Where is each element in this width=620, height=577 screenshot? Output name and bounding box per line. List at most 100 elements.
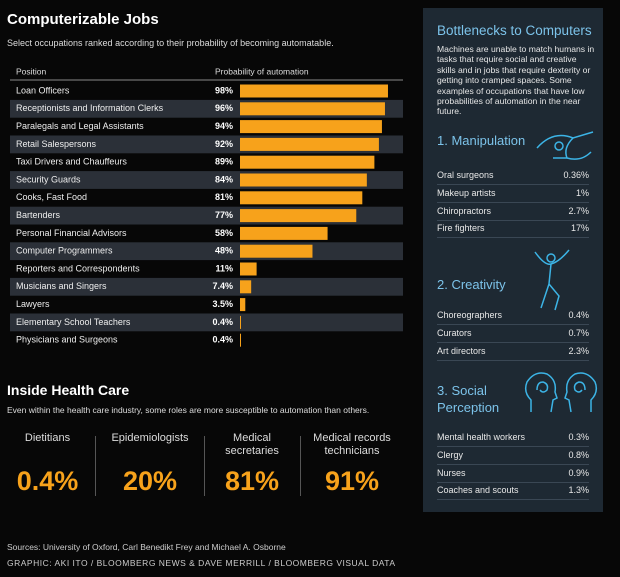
category-label: Lawyers <box>16 299 50 309</box>
category-label: Security Guards <box>16 174 81 184</box>
category-header: Position <box>16 66 47 76</box>
row-value: 2.3% <box>568 345 589 356</box>
row-value: 1.3% <box>568 485 589 496</box>
row-value: 0.3% <box>568 432 589 442</box>
credit: GRAPHIC: AKI ITO / BLOOMBERG NEWS & DAVE… <box>7 558 396 568</box>
row-label: Nurses <box>437 467 466 478</box>
category-label: Taxi Drivers and Chauffeurs <box>16 157 127 167</box>
sidebar-title: Bottlenecks to Computers <box>437 23 592 38</box>
category-label: Physicians and Surgeons <box>16 335 118 345</box>
sidebar-row: Coaches and scouts 1.3% <box>437 481 589 501</box>
stat: Medical secretaries 81% <box>206 432 298 497</box>
section-title: 3. Social Perception <box>437 383 500 415</box>
row-value: 2.7% <box>568 205 589 216</box>
health-subtitle: Even within the health care industry, so… <box>7 405 370 415</box>
dancer-icon <box>534 249 570 311</box>
sidebar-row: Clergy 0.8% <box>437 446 589 465</box>
row-label: Clergy <box>437 449 464 460</box>
section-title: 2. Creativity <box>437 277 506 292</box>
value-label: 94% <box>215 121 233 131</box>
value-label: 0.4% <box>212 317 233 327</box>
stat: Epidemiologists 20% <box>100 432 200 497</box>
value-header: Probability of automation <box>215 66 309 76</box>
stat-label: Medical records technicians <box>313 432 391 457</box>
value-label: 92% <box>215 139 233 149</box>
value-label: 89% <box>215 157 233 167</box>
bar <box>240 280 252 294</box>
bar <box>240 84 388 98</box>
value-label: 7.4% <box>212 281 233 291</box>
row-value: 0.36% <box>563 170 589 180</box>
row-label: Art directors <box>437 345 486 356</box>
sidebar-row: Art directors 2.3% <box>437 342 589 361</box>
row-value: 1% <box>575 187 589 198</box>
category-label: Receptionists and Information Clerks <box>16 103 164 113</box>
divider <box>95 436 96 496</box>
category-label: Musicians and Singers <box>16 281 107 291</box>
category-label: Reporters and Correspondents <box>16 263 140 273</box>
row-band <box>10 313 403 332</box>
bar <box>240 102 385 116</box>
value-label: 84% <box>215 174 233 184</box>
stat-label: Dietitians <box>24 432 71 444</box>
category-label: Bartenders <box>16 210 61 220</box>
category-label: Paralegals and Legal Assistants <box>16 121 144 131</box>
sidebar-row: Mental health workers 0.3% <box>437 428 589 447</box>
row-value: 0.7% <box>568 327 589 338</box>
stat-value: 81% <box>224 466 280 496</box>
sidebar-row: Nurses 0.9% <box>437 464 589 483</box>
row-label: Chiropractors <box>437 205 492 216</box>
divider <box>204 436 205 496</box>
sidebar-row: Chiropractors 2.7% <box>437 202 589 221</box>
value-label: 58% <box>215 228 233 238</box>
value-label: 98% <box>215 85 233 95</box>
bar <box>240 209 357 223</box>
sidebar-row: Choreographers 0.4% <box>437 306 589 325</box>
row-label: Curators <box>437 327 472 338</box>
bar <box>240 244 313 258</box>
bar <box>240 173 367 187</box>
stat-label: Medical secretaries <box>225 432 279 457</box>
row-label: Makeup artists <box>437 187 496 198</box>
stat: Dietitians 0.4% <box>5 432 90 497</box>
title: Computerizable Jobs <box>7 11 159 28</box>
stat-value: 0.4% <box>16 466 79 496</box>
sidebar-row: Curators 0.7% <box>437 324 589 343</box>
category-label: Cooks, Fast Food <box>16 192 87 202</box>
sources: Sources: University of Oxford, Carl Bene… <box>7 542 286 552</box>
stat: Medical records technicians 91% <box>302 432 402 497</box>
sidebar-text: Machines are unable to match humans in t… <box>437 44 595 117</box>
bar <box>240 298 246 312</box>
bar <box>240 262 257 276</box>
category-label: Computer Programmers <box>16 246 113 256</box>
row-value: 0.4% <box>568 310 589 320</box>
bar <box>240 155 375 169</box>
bar <box>240 333 241 347</box>
category-label: Loan Officers <box>16 85 70 95</box>
bar <box>240 137 379 151</box>
value-label: 48% <box>215 246 233 256</box>
sidebar-row: Oral surgeons 0.36% <box>437 166 589 185</box>
sidebar: Bottlenecks to Computers Machines are un… <box>423 8 603 512</box>
value-label: 11% <box>215 263 233 273</box>
value-label: 3.5% <box>212 299 233 309</box>
row-label: Oral surgeons <box>437 170 494 180</box>
bar <box>240 226 328 240</box>
category-label: Retail Salespersons <box>16 139 97 149</box>
row-band <box>10 277 403 296</box>
subtitle: Select occupations ranked according to t… <box>7 38 334 48</box>
stat-value: 20% <box>122 466 178 496</box>
bar <box>240 191 363 205</box>
row-label: Fire fighters <box>437 223 485 234</box>
bar-chart: Position Probability of automation Loan Of… <box>10 66 403 347</box>
row-value: 0.8% <box>568 449 589 460</box>
hand-icon <box>536 131 594 160</box>
stat-value: 91% <box>324 466 380 496</box>
category-label: Personal Financial Advisors <box>16 228 127 238</box>
bar <box>240 120 382 134</box>
value-label: 96% <box>215 103 233 113</box>
row-label: Mental health workers <box>437 432 526 442</box>
value-label: 77% <box>215 210 233 220</box>
bar <box>240 315 241 329</box>
